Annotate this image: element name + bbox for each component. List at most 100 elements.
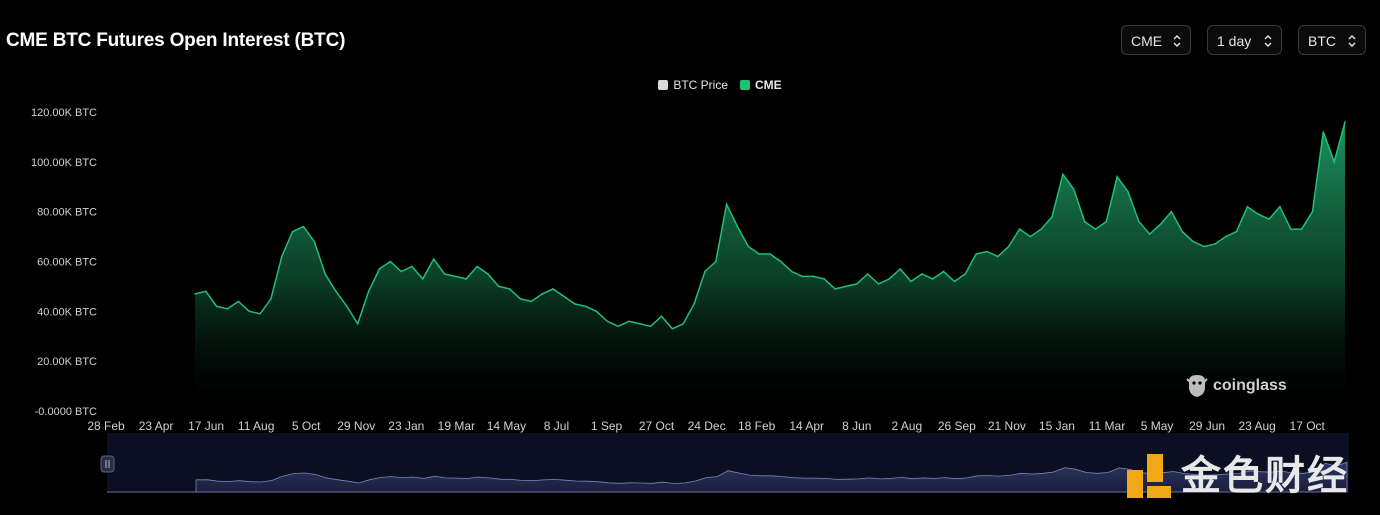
cme-data-point xyxy=(519,298,522,300)
cme-data-point xyxy=(346,305,348,308)
x-tick-label: 28 Feb xyxy=(87,419,125,433)
cme-data-point xyxy=(953,280,956,283)
cme-data-point xyxy=(1214,243,1216,245)
y-tick-label: -0.0000 BTC xyxy=(35,406,97,418)
y-tick-label: 40.00K BTC xyxy=(37,306,97,318)
x-tick-label: 23 Jan xyxy=(388,419,424,433)
cme-data-point xyxy=(541,293,543,295)
up-down-chevron-icon xyxy=(1264,35,1272,47)
legend-swatch-btc-price xyxy=(658,80,669,90)
cme-data-point xyxy=(1062,173,1064,176)
cme-data-point xyxy=(270,298,272,300)
up-down-chevron-icon xyxy=(1348,35,1356,47)
cme-data-point xyxy=(1289,228,1292,230)
interval-select[interactable]: 1 day xyxy=(1207,25,1282,55)
exchange-select[interactable]: CME xyxy=(1121,25,1191,55)
cme-data-point xyxy=(758,253,760,255)
y-tick-label: 120.00K BTC xyxy=(31,107,97,119)
cme-data-point xyxy=(986,250,988,253)
x-tick-label: 2 Aug xyxy=(891,419,922,433)
cme-data-point xyxy=(226,308,229,310)
cme-data-point xyxy=(606,320,609,323)
cme-data-point xyxy=(508,288,511,290)
cme-data-point xyxy=(248,310,251,313)
cme-data-point xyxy=(714,260,717,263)
cme-data-point xyxy=(465,278,468,280)
cme-data-point xyxy=(1344,121,1346,123)
cme-data-point xyxy=(1138,220,1140,223)
cme-data-point xyxy=(1170,210,1173,213)
cme-data-point xyxy=(736,225,739,228)
cme-data-point xyxy=(942,270,945,273)
cme-data-point xyxy=(422,278,424,280)
jinse-watermark: 金色财经 xyxy=(1125,452,1349,500)
cme-data-point xyxy=(899,268,901,270)
cme-data-point xyxy=(866,273,869,275)
cme-data-point xyxy=(1311,210,1314,213)
cme-data-point xyxy=(1192,240,1194,243)
cme-data-point xyxy=(205,290,207,293)
cme-data-point xyxy=(975,253,977,255)
cme-data-point xyxy=(649,325,652,328)
cme-data-point xyxy=(552,288,554,290)
cme-data-point xyxy=(1094,228,1097,230)
cme-data-point xyxy=(1127,190,1129,193)
y-tick-label: 80.00K BTC xyxy=(37,207,97,219)
cme-data-point xyxy=(530,300,533,303)
cme-data-point xyxy=(259,313,261,315)
cme-data-point xyxy=(1333,161,1335,163)
cme-data-point xyxy=(1224,235,1227,238)
x-tick-label: 29 Nov xyxy=(337,419,375,433)
cme-data-point xyxy=(595,310,598,313)
legend-item-btc-price[interactable]: BTC Price xyxy=(658,78,728,92)
cme-data-point xyxy=(1203,245,1205,248)
x-tick-label: 8 Jul xyxy=(544,419,569,433)
cme-data-point xyxy=(845,285,847,288)
cme-data-point xyxy=(855,283,858,285)
cme-data-point xyxy=(671,327,674,330)
cme-data-point xyxy=(215,305,218,308)
navigator-series-area xyxy=(107,461,1348,493)
cme-data-point xyxy=(443,273,446,275)
navigator-handle[interactable] xyxy=(100,455,115,473)
x-tick-label: 14 May xyxy=(487,419,526,433)
plot-area xyxy=(194,121,1346,411)
x-tick-label: 5 Oct xyxy=(292,419,321,433)
cme-data-point xyxy=(356,322,359,325)
cme-data-point xyxy=(877,283,880,285)
cme-data-point xyxy=(1246,205,1249,208)
cme-data-point xyxy=(1322,131,1325,133)
cme-data-point xyxy=(617,325,619,328)
cme-data-point xyxy=(584,305,587,308)
cme-data-point xyxy=(1116,175,1118,178)
cme-data-point xyxy=(704,270,706,273)
cme-data-point xyxy=(389,260,392,263)
y-tick-label: 100.00K BTC xyxy=(31,157,97,169)
cme-data-point xyxy=(1105,220,1108,223)
jinse-wordmark: 金色财经 xyxy=(1181,454,1349,498)
cme-data-point xyxy=(497,285,500,288)
x-tick-label: 27 Oct xyxy=(639,419,675,433)
cme-data-point xyxy=(280,255,283,258)
cme-data-point xyxy=(1159,223,1162,225)
x-tick-label: 23 Aug xyxy=(1238,419,1275,433)
cme-data-point xyxy=(682,322,685,325)
cme-data-point xyxy=(476,265,478,268)
x-tick-label: 17 Oct xyxy=(1290,419,1326,433)
cme-data-point xyxy=(563,295,565,298)
cme-data-point xyxy=(367,290,370,293)
x-tick-label: 14 Apr xyxy=(789,419,824,433)
exchange-select-value: CME xyxy=(1131,33,1163,49)
cme-data-point xyxy=(812,275,815,278)
x-tick-label: 5 May xyxy=(1141,419,1174,433)
unit-select[interactable]: BTC xyxy=(1298,25,1366,55)
range-navigator[interactable] xyxy=(107,461,1348,493)
x-tick-label: 8 Jun xyxy=(842,419,871,433)
cme-data-point xyxy=(1018,228,1021,230)
y-tick-label: 60.00K BTC xyxy=(37,257,97,269)
cme-data-point xyxy=(1257,213,1260,215)
cme-data-point xyxy=(302,225,305,228)
legend-item-cme[interactable]: CME xyxy=(740,78,782,92)
interval-select-value: 1 day xyxy=(1217,33,1252,49)
